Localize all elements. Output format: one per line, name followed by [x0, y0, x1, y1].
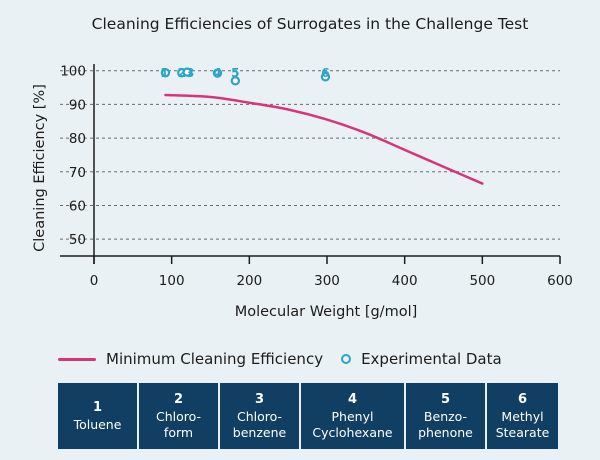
x-tick-label: 200: [236, 273, 262, 289]
chart: Cleaning Efficiencies of Surrogates in t…: [32, 15, 573, 320]
compound-number: 1: [92, 400, 103, 415]
compound-key: 1 Toluene 2 Chloro- form 3 Chloro- benze…: [58, 383, 558, 449]
compound-name: Phenyl Cyclohexane: [312, 409, 393, 440]
data-point-1: [160, 68, 171, 78]
data-point-6: [320, 72, 331, 82]
y-tick-label: 60: [69, 198, 86, 214]
compound-number: 4: [347, 392, 358, 407]
compound-number: 6: [517, 392, 528, 407]
data-point-label-6: 6: [321, 66, 329, 80]
y-tick-label: 70: [69, 165, 86, 181]
grid: [60, 70, 560, 240]
data-point-label-2: 2: [178, 66, 186, 80]
chart-title: Cleaning Efficiencies of Surrogates in t…: [92, 15, 529, 33]
min-efficiency-line: [164, 93, 484, 185]
legend-item-scatter: Experimental Data: [323, 350, 502, 368]
compound-card-1: 1 Toluene: [58, 383, 137, 449]
y-tick-label: 100: [60, 64, 86, 80]
compound-number: 3: [254, 392, 265, 407]
compound-card-4: 4 Phenyl Cyclohexane: [301, 383, 404, 449]
legend-scatter-label: Experimental Data: [361, 350, 502, 368]
compound-number: 2: [173, 392, 184, 407]
legend: Minimum Cleaning Efficiency Experimental…: [58, 347, 578, 371]
data-point-label-1: 1: [160, 66, 168, 80]
data-point-label-5: 5: [231, 66, 239, 80]
legend-item-line: Minimum Cleaning Efficiency: [58, 350, 323, 368]
compound-name: Benzo- phenone: [418, 409, 473, 440]
compound-name: Toluene: [73, 417, 122, 432]
x-tick-label: 500: [469, 273, 495, 289]
x-tick-label: 300: [314, 273, 340, 289]
legend-line-label: Minimum Cleaning Efficiency: [106, 350, 324, 368]
y-tick-label: 50: [69, 232, 86, 248]
compound-card-2: 2 Chloro- form: [139, 383, 218, 449]
x-tick-label: 400: [392, 273, 418, 289]
data-point-4: [212, 68, 223, 78]
compound-name: Chloro- benzene: [232, 409, 287, 440]
x-tick-label: 600: [547, 273, 573, 289]
compound-name: Methyl Stearate: [495, 409, 550, 440]
series-minimum-cleaning-efficiency: [164, 93, 484, 185]
x-tick-label: 100: [159, 273, 185, 289]
y-axis-label: Cleaning Efficiency [%]: [32, 84, 48, 252]
x-tick-labels: 0 100 200 300 400 500 600: [90, 256, 573, 289]
axes: [60, 64, 560, 264]
data-point-5: [230, 76, 241, 86]
compound-card-3: 3 Chloro- benzene: [220, 383, 299, 449]
legend-circle-swatch: [341, 354, 352, 364]
data-point-label-3: 3: [186, 66, 194, 80]
compound-name: Chloro- form: [155, 409, 202, 440]
data-point-3: [182, 67, 192, 77]
y-tick-label: 90: [69, 97, 86, 113]
compound-card-5: 5 Benzo- phenone: [406, 383, 485, 449]
compound-number: 5: [440, 392, 451, 407]
compound-card-6: 6 Methyl Stearate: [487, 383, 558, 449]
x-tick-label: 0: [90, 273, 99, 289]
data-point-label-4: 4: [213, 66, 221, 80]
y-tick-labels: 50 60 70 80 90 100: [60, 64, 86, 248]
x-axis-label: Molecular Weight [g/mol]: [235, 304, 418, 320]
y-tick-label: 80: [69, 131, 86, 147]
legend-line-swatch: [58, 357, 96, 361]
